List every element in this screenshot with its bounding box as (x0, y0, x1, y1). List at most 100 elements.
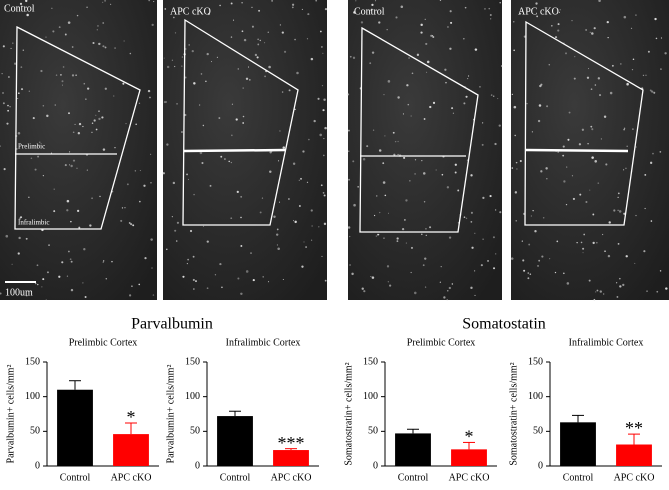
cell-dot (186, 173, 188, 176)
x-tick-label: APC cKO (614, 472, 655, 483)
cell-dot (174, 32, 177, 34)
y-tick-label: 0 (35, 460, 40, 471)
cell-dot (251, 25, 254, 28)
cell-dot (307, 13, 310, 16)
cell-dot (291, 6, 294, 9)
cell-dot (565, 203, 568, 206)
cell-dot (8, 76, 10, 78)
cell-dot (92, 41, 95, 45)
cell-dot (448, 236, 452, 239)
cell-dot (562, 154, 565, 157)
cell-dot (516, 168, 518, 170)
cell-dot (181, 56, 184, 58)
cell-dot (422, 264, 425, 267)
cell-dot (578, 143, 582, 146)
cell-dot (625, 255, 628, 258)
cell-dot (87, 87, 90, 90)
cell-dot (166, 248, 168, 251)
cell-dot (91, 122, 94, 124)
bar (273, 450, 309, 466)
cell-dot (620, 63, 622, 65)
cell-dot (630, 27, 633, 29)
outline (359, 26, 479, 233)
cell-dot (105, 278, 107, 280)
cell-dot (402, 113, 404, 115)
cell-dot (302, 150, 305, 153)
cell-dot (425, 42, 428, 46)
cell-dot (323, 194, 326, 197)
cell-dot (429, 105, 432, 109)
cell-dot (104, 87, 107, 90)
y-tick-label: 0 (195, 460, 200, 471)
cell-dot (349, 264, 351, 266)
cell-dot (193, 193, 195, 196)
cell-dot (349, 235, 351, 238)
cell-dot (95, 114, 97, 116)
cell-dot (566, 166, 568, 168)
cell-dot (301, 265, 304, 268)
cell-dot (188, 44, 190, 46)
cell-dot (51, 7, 53, 9)
cell-dot (366, 145, 369, 148)
panel-label: Control (354, 6, 385, 17)
cell-dot (91, 197, 93, 200)
cell-dot (382, 162, 385, 165)
cell-dot (473, 270, 476, 272)
cell-dot (357, 186, 359, 188)
cell-dot (646, 290, 648, 292)
cell-dot (347, 93, 350, 96)
cell-dot (187, 178, 190, 181)
cell-dot (421, 233, 423, 236)
cell-dot (67, 21, 71, 24)
panel-label: Control (4, 3, 35, 14)
x-tick-label: APC cKO (449, 472, 490, 483)
cell-dot (30, 157, 33, 160)
cell-dot (58, 26, 61, 29)
cell-dot (451, 107, 454, 110)
cell-dot (498, 124, 501, 127)
cell-dot (242, 115, 245, 118)
cell-dot (467, 75, 470, 77)
cell-dot (61, 261, 64, 264)
chart-title: Infralimbic Cortex (569, 337, 644, 348)
cell-dot (195, 280, 197, 283)
y-tick-label: 100 (185, 391, 200, 402)
cell-dot (649, 161, 653, 164)
cell-dot (573, 77, 576, 80)
cell-dot (542, 216, 545, 219)
cell-dot (489, 194, 492, 198)
cell-dot (184, 113, 187, 117)
cell-dot (470, 211, 473, 214)
bar (451, 449, 487, 466)
x-tick-label: Control (60, 472, 91, 483)
cell-dot (162, 172, 165, 175)
y-axis-label: Parvalbumin+ cells/mm² (165, 365, 176, 464)
cell-dot (174, 65, 176, 68)
cell-dot (42, 175, 44, 177)
cell-dot (320, 45, 323, 48)
cell-dot (494, 142, 497, 146)
cell-dot (53, 188, 55, 190)
cell-dot (541, 255, 544, 258)
cell-dot (613, 209, 616, 212)
cell-dot (86, 169, 88, 171)
cell-dot (425, 234, 427, 236)
cell-dot (530, 215, 532, 217)
cell-dot (660, 37, 663, 39)
cell-dot (495, 253, 497, 255)
chart-title: Infralimbic Cortex (226, 337, 301, 348)
region-label: Prelimbic (18, 143, 45, 151)
cell-dot (166, 143, 169, 146)
cell-dot (347, 129, 350, 132)
cell-dot (443, 296, 446, 299)
cell-dot (394, 140, 397, 143)
cell-dot (585, 29, 587, 31)
cell-dot (488, 7, 491, 10)
cell-dot (471, 246, 474, 249)
cell-dot (474, 48, 478, 51)
cell-dot (237, 277, 240, 280)
cell-dot (470, 286, 473, 290)
cell-dot (240, 216, 242, 219)
x-tick-label: APC cKO (111, 472, 152, 483)
cell-dot (510, 257, 514, 260)
